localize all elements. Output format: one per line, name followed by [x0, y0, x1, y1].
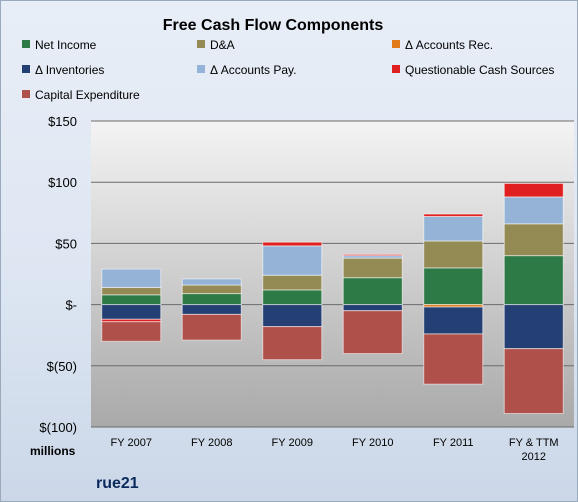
legend-swatch-delta-accounts-rec	[392, 40, 400, 48]
legend: Net Income D&A Δ Accounts Rec. Δ Inventorie…	[22, 38, 554, 102]
bar-segment-d-a	[342, 257, 403, 279]
bar-segment-d-a	[503, 223, 564, 257]
bar-segment-net-income	[262, 289, 323, 306]
x-tick-label: FY 2010	[352, 437, 393, 449]
bar-segment-delta-accounts-pay	[423, 215, 484, 242]
bar-segment-net-income	[342, 277, 403, 306]
bar-segment-net-income	[423, 267, 484, 306]
y-tick-label: $-	[65, 298, 77, 313]
bar-segment-capital-expenditure	[423, 333, 484, 385]
bar-segment-delta-inventories	[423, 306, 484, 335]
legend-label-capital-expenditure: Capital Expenditure	[35, 88, 140, 102]
x-tick-label: FY 2008	[191, 437, 232, 449]
legend-label-delta-inventories: Δ Inventories	[35, 63, 104, 77]
gridlines	[91, 120, 574, 428]
bar-segment-delta-inventories	[262, 304, 323, 328]
bar-segment-questionable-cash-sources	[423, 213, 484, 217]
bars	[101, 182, 564, 415]
bar-segment-net-income	[503, 255, 564, 306]
x-tick-label: FY 2009	[272, 437, 313, 449]
unit-label: millions	[30, 444, 76, 458]
y-axis: $150 $100 $50 $- $(50) $(100)	[39, 114, 77, 435]
legend-swatch-delta-inventories	[22, 65, 30, 73]
bar-segment-questionable-cash-sources	[262, 241, 323, 247]
bar-segment-capital-expenditure	[101, 321, 162, 342]
bar-segment-capital-expenditure	[342, 310, 403, 355]
legend-swatch-d-a	[197, 40, 205, 48]
y-tick-label: $150	[48, 114, 77, 129]
bar-segment-net-income	[181, 293, 242, 306]
bar-segment-net-income	[101, 294, 162, 306]
legend-label-d-a: D&A	[210, 38, 235, 52]
x-axis: FY 2007 FY 2008 FY 2009 FY 2010 FY 2011 FY & …	[111, 437, 559, 463]
bar-segment-capital-expenditure	[181, 313, 242, 341]
bar-segment-delta-inventories	[342, 304, 403, 312]
legend-label-questionable-cash-sources: Questionable Cash Sources	[405, 63, 554, 77]
bar-segment-delta-inventories	[503, 304, 564, 350]
brand-label: rue21	[96, 475, 139, 492]
y-tick-label: $(50)	[47, 359, 77, 374]
legend-swatch-delta-accounts-pay	[197, 65, 205, 73]
bar-segment-capital-expenditure	[503, 348, 564, 415]
x-tick-label: FY 2011	[433, 437, 474, 449]
bar-segment-delta-accounts-pay	[503, 196, 564, 225]
bar-segment-d-a	[101, 286, 162, 296]
legend-label-delta-accounts-rec: Δ Accounts Rec.	[405, 38, 493, 52]
bar-segment-delta-inventories	[181, 304, 242, 315]
chart-title: Free Cash Flow Components	[163, 17, 384, 34]
y-tick-label: $50	[55, 236, 77, 251]
bar-segment-delta-inventories	[101, 304, 162, 320]
plot-area	[91, 121, 574, 427]
legend-label-delta-accounts-pay: Δ Accounts Pay.	[210, 63, 297, 77]
bar-segment-d-a	[181, 284, 242, 295]
bar-segment-delta-accounts-pay	[101, 268, 162, 288]
bar-segment-d-a	[423, 240, 484, 269]
y-tick-label: $(100)	[39, 420, 77, 435]
bar-segment-questionable-cash-sources	[342, 253, 403, 257]
legend-label-net-income: Net Income	[35, 38, 97, 52]
legend-swatch-net-income	[22, 40, 30, 48]
y-tick-label: $100	[48, 175, 77, 190]
x-tick-label: FY & TTM 2012	[509, 437, 559, 463]
x-tick-label: FY 2007	[111, 437, 152, 449]
legend-swatch-capital-expenditure	[22, 90, 30, 98]
legend-swatch-questionable-cash-sources	[392, 65, 400, 73]
bar-segment-delta-accounts-pay	[262, 245, 323, 276]
bar-segment-d-a	[262, 274, 323, 291]
bar-segment-capital-expenditure	[262, 326, 323, 361]
bar-segment-delta-accounts-pay	[181, 278, 242, 286]
bar-segment-questionable-cash-sources	[503, 182, 564, 198]
